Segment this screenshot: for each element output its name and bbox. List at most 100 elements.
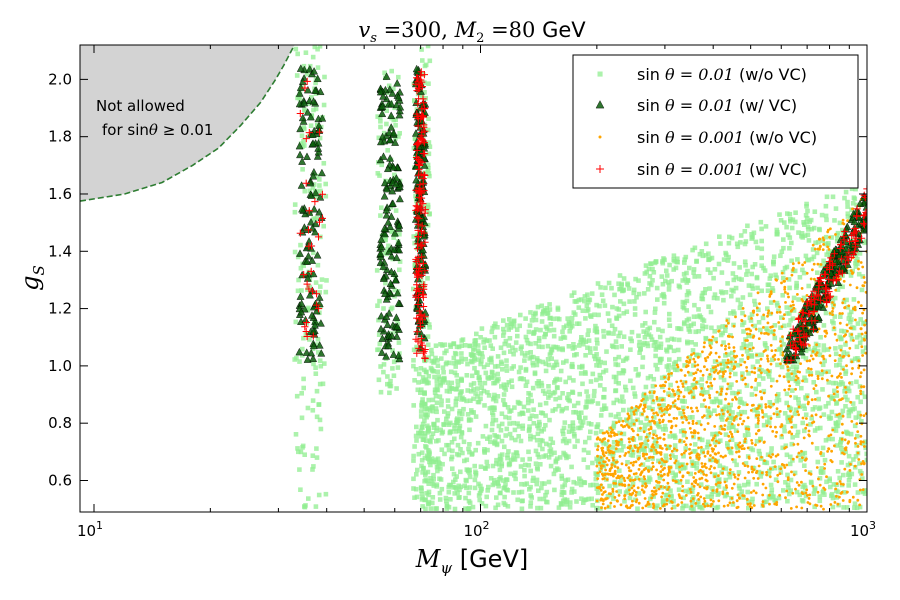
point-series-0 [525, 350, 530, 356]
point-series-0 [305, 71, 310, 77]
point-series-0 [526, 329, 532, 335]
point-series-0 [499, 452, 505, 457]
point-series-2 [742, 447, 746, 450]
point-series-0 [516, 424, 522, 429]
point-series-2 [859, 371, 863, 375]
point-series-2 [664, 380, 667, 384]
point-series-0 [749, 271, 754, 277]
point-series-2 [696, 483, 700, 486]
point-series-0 [787, 461, 793, 467]
point-series-0 [790, 217, 796, 222]
point-series-0 [726, 425, 732, 431]
point-series-0 [696, 274, 702, 279]
point-series-0 [826, 249, 831, 255]
point-series-0 [528, 310, 533, 315]
point-series-2 [746, 464, 750, 468]
point-series-1 [379, 152, 388, 160]
point-series-0 [787, 311, 792, 316]
point-series-0 [426, 81, 431, 86]
point-series-0 [726, 240, 732, 246]
point-series-0 [804, 204, 809, 209]
point-series-0 [745, 428, 750, 433]
point-series-2 [807, 497, 811, 500]
point-series-0 [617, 430, 622, 436]
point-series-0 [845, 214, 851, 219]
point-series-2 [760, 409, 764, 412]
point-series-0 [637, 350, 642, 355]
point-series-0 [633, 410, 638, 416]
point-series-2 [752, 504, 756, 507]
point-series-0 [617, 330, 623, 336]
point-series-2 [604, 451, 608, 454]
point-series-0 [595, 490, 601, 496]
point-series-2 [841, 499, 845, 502]
point-series-0 [593, 476, 599, 482]
point-series-0 [411, 234, 416, 239]
point-series-2 [737, 450, 741, 453]
point-series-2 [787, 380, 791, 384]
point-series-0 [801, 270, 807, 276]
point-series-0 [524, 379, 530, 385]
point-series-2 [655, 434, 658, 438]
point-series-0 [756, 320, 762, 325]
point-series-0 [823, 310, 829, 316]
point-series-0 [673, 447, 678, 453]
point-series-0 [564, 358, 569, 364]
point-series-0 [457, 392, 463, 398]
point-series-0 [731, 261, 737, 266]
point-series-0 [646, 433, 651, 438]
point-series-0 [492, 407, 497, 413]
point-series-0 [771, 254, 777, 259]
point-series-0 [610, 445, 616, 450]
point-series-2 [661, 418, 665, 422]
point-series-0 [522, 462, 528, 468]
point-series-0 [428, 439, 433, 445]
point-series-0 [593, 356, 598, 362]
point-series-0 [564, 499, 569, 505]
point-series-2 [717, 474, 720, 478]
point-series-0 [790, 316, 796, 321]
point-series-0 [835, 469, 841, 474]
point-series-2 [862, 308, 866, 312]
point-series-2 [769, 467, 772, 471]
point-series-0 [708, 385, 713, 390]
point-series-1 [309, 139, 317, 147]
point-series-0 [577, 415, 582, 420]
point-series-2 [860, 332, 864, 336]
point-series-0 [376, 377, 382, 383]
point-series-2 [699, 495, 703, 499]
point-series-0 [519, 481, 524, 487]
point-series-0 [313, 106, 319, 112]
point-series-0 [598, 359, 603, 365]
point-series-2 [765, 470, 768, 474]
point-series-2 [713, 425, 717, 428]
point-series-1 [380, 178, 389, 187]
point-series-2 [651, 443, 655, 446]
point-series-0 [758, 219, 764, 225]
point-series-0 [757, 373, 762, 379]
point-series-0 [390, 348, 395, 353]
point-series-0 [663, 427, 668, 432]
point-series-0 [731, 277, 737, 283]
point-series-2 [637, 406, 640, 410]
point-series-2 [610, 431, 613, 434]
point-series-0 [586, 297, 591, 302]
point-series-0 [759, 246, 765, 252]
point-series-0 [623, 388, 629, 393]
point-series-2 [665, 447, 669, 451]
point-series-0 [314, 173, 320, 179]
point-series-2 [609, 426, 613, 430]
point-series-2 [725, 392, 728, 396]
point-series-0 [445, 413, 450, 419]
point-series-2 [631, 499, 634, 503]
point-series-0 [502, 502, 508, 507]
point-series-0 [426, 322, 432, 327]
point-series-0 [583, 415, 588, 421]
point-series-0 [788, 219, 793, 224]
point-series-2 [659, 384, 662, 388]
point-series-0 [663, 409, 668, 414]
point-series-0 [543, 423, 548, 428]
point-series-2 [741, 353, 744, 357]
point-series-0 [546, 479, 552, 485]
point-series-2 [662, 478, 666, 482]
